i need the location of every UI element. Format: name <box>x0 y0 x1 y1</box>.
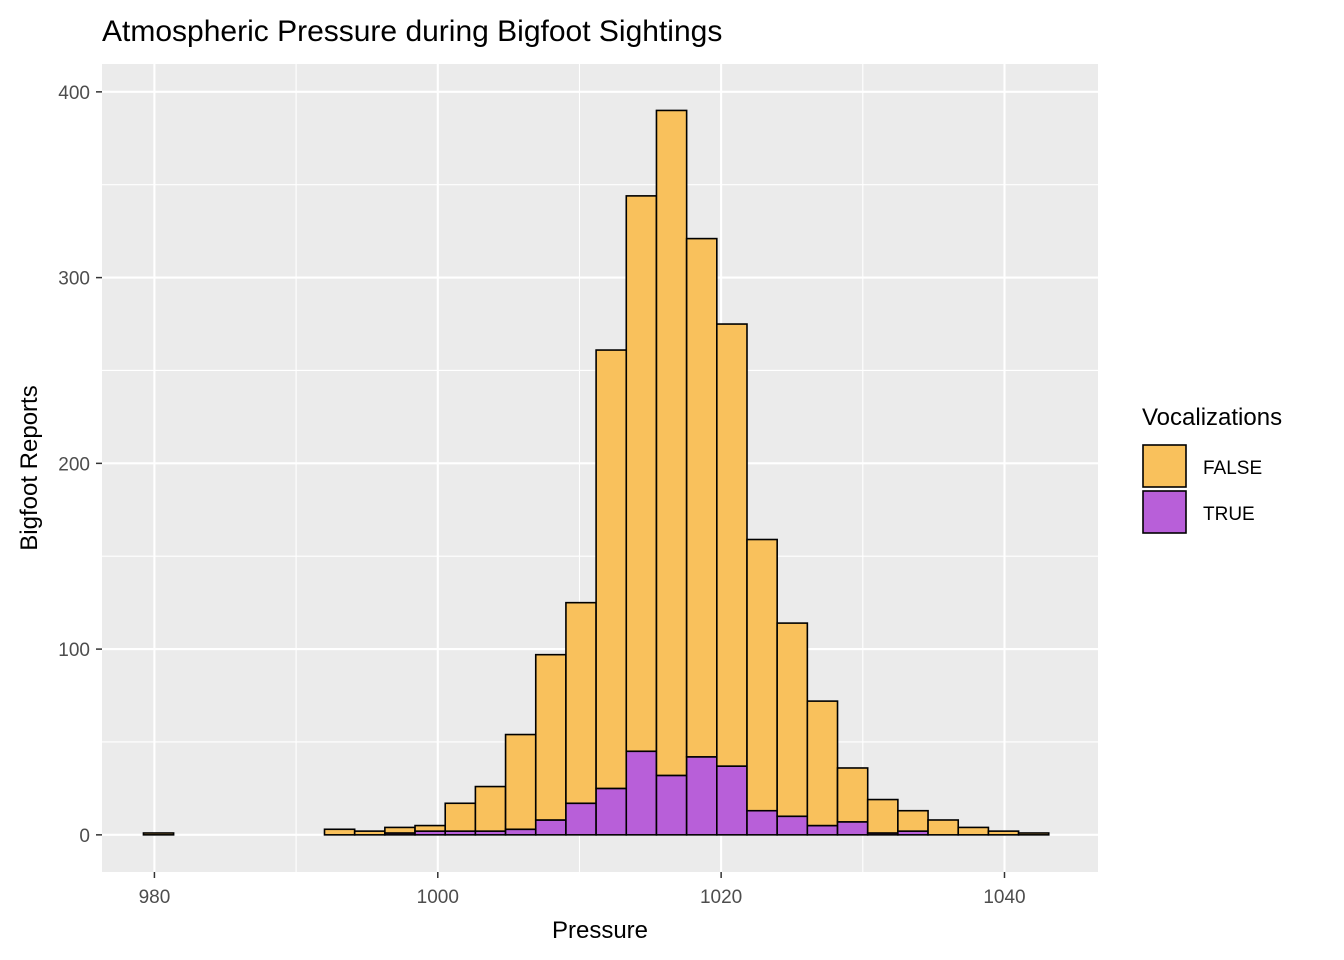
legend-key-true <box>1142 490 1187 534</box>
bar-true <box>806 824 839 836</box>
bar-false <box>897 809 929 832</box>
legend: Vocalizations FALSE TRUE <box>1142 404 1282 534</box>
bar-false <box>927 819 960 836</box>
bar-false <box>384 826 416 834</box>
bar-true <box>534 819 567 836</box>
y-tick-label: 0 <box>79 826 90 847</box>
x-tick-label: 1040 <box>983 887 1025 908</box>
bar-false <box>474 785 507 832</box>
bar-true <box>655 774 688 836</box>
bar-false <box>595 349 628 790</box>
legend-label-false: FALSE <box>1203 458 1262 479</box>
y-tick-label: 300 <box>58 269 90 290</box>
bar-true <box>836 821 869 836</box>
legend-key-false <box>1142 444 1187 488</box>
bar-false <box>504 733 537 831</box>
bar-false <box>625 195 658 753</box>
bar-false <box>565 601 597 805</box>
y-axis-ticks: 0 100 200 300 400 <box>58 83 102 847</box>
y-tick-label: 400 <box>58 83 90 104</box>
y-tick-label: 100 <box>58 640 90 661</box>
bar-false <box>323 828 356 836</box>
bar-false <box>866 798 899 834</box>
legend-title: Vocalizations <box>1142 404 1282 431</box>
bar-false <box>353 830 386 836</box>
bar-false <box>414 824 447 832</box>
x-axis-ticks: 980 1000 1020 1040 <box>139 872 1026 908</box>
chart-title: Atmospheric Pressure during Bigfoot Sigh… <box>102 15 722 48</box>
bar-true <box>565 802 597 836</box>
histogram-bars <box>142 109 1050 836</box>
bar-false <box>957 826 990 836</box>
bar-false <box>776 622 809 818</box>
bar-false <box>987 830 1020 836</box>
x-tick-label: 980 <box>139 887 171 908</box>
bar-true <box>595 787 628 836</box>
bar-false <box>806 700 839 827</box>
bar-true <box>746 809 778 836</box>
x-axis-title: Pressure <box>552 917 648 944</box>
bar-false <box>142 832 175 836</box>
x-tick-label: 1000 <box>417 887 459 908</box>
bar-false <box>746 538 778 812</box>
bar-false <box>655 109 688 777</box>
y-tick-label: 200 <box>58 454 90 475</box>
legend-label-true: TRUE <box>1203 504 1255 525</box>
bar-false <box>836 767 869 823</box>
y-axis-title: Bigfoot Reports <box>16 385 43 550</box>
bar-false <box>716 323 748 767</box>
bar-false <box>1017 832 1050 836</box>
bar-true <box>685 756 718 836</box>
x-tick-label: 1020 <box>700 887 742 908</box>
bar-false <box>685 237 718 758</box>
bar-true <box>625 750 658 836</box>
bar-false <box>444 802 477 832</box>
bar-true <box>776 815 809 836</box>
bar-false <box>534 653 567 821</box>
bar-true <box>504 828 537 836</box>
bar-true <box>716 765 748 836</box>
